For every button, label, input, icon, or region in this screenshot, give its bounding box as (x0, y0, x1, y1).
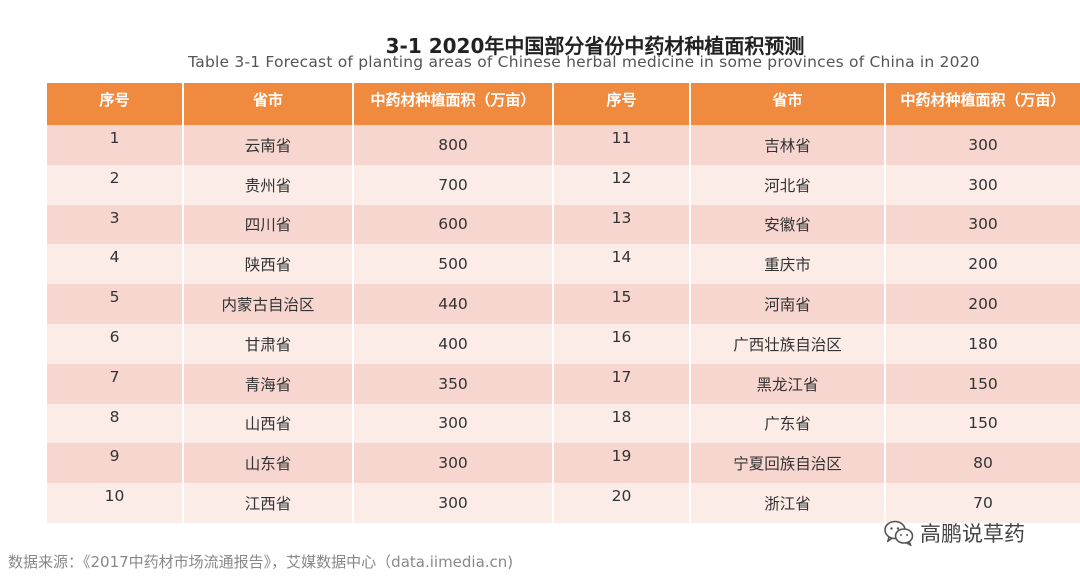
area-cell: 440 (353, 284, 554, 324)
watermark-text: 高鹏说草药 (920, 522, 1025, 546)
table-row: 2 贵州省 700 12 河北省 300 (47, 164, 1080, 205)
province-cell: 四川省 (183, 204, 354, 245)
index-cell: 15 (553, 284, 691, 324)
table-row: 8 山西省 300 18 广东省 150 (47, 403, 1080, 444)
index-cell: 6 (47, 323, 184, 364)
index-cell: 1 (47, 125, 184, 165)
province-cell: 广东省 (690, 403, 886, 444)
header-area-1: 中药材种植面积（万亩） (353, 83, 554, 125)
header-index-2: 序号 (553, 83, 691, 125)
table-title-cn: 3-1 2020年中国部分省份中药材种植面积预测 (385, 34, 805, 58)
index-cell: 14 (553, 244, 691, 285)
forecast-table: 序号 省市 中药材种植面积（万亩） 序号 省市 中药材种植面积（万亩） 1 云南省… (47, 83, 1080, 523)
index-cell: 5 (47, 284, 184, 324)
area-cell: 150 (885, 403, 1080, 444)
province-cell: 内蒙古自治区 (183, 284, 354, 324)
area-cell: 700 (353, 164, 554, 205)
index-cell: 18 (553, 403, 691, 444)
province-cell: 浙江省 (690, 483, 886, 523)
index-cell: 2 (47, 164, 184, 205)
area-cell: 800 (353, 125, 554, 165)
area-cell: 200 (885, 244, 1080, 285)
wechat-watermark: 高鹏说草药 (884, 518, 1025, 548)
area-cell: 350 (353, 363, 554, 404)
province-cell: 甘肃省 (183, 323, 354, 364)
index-cell: 11 (553, 125, 691, 165)
header-area-2: 中药材种植面积（万亩） (885, 83, 1080, 125)
area-cell: 600 (353, 204, 554, 245)
table-row: 1 云南省 800 11 吉林省 300 (47, 125, 1080, 165)
province-cell: 陕西省 (183, 244, 354, 285)
area-cell: 150 (885, 363, 1080, 404)
index-cell: 20 (553, 483, 691, 523)
table-row: 5 内蒙古自治区 440 15 河南省 200 (47, 284, 1080, 324)
area-cell: 300 (885, 125, 1080, 165)
header-province-1: 省市 (183, 83, 354, 125)
index-cell: 13 (553, 204, 691, 245)
index-cell: 8 (47, 403, 184, 444)
table-row: 9 山东省 300 19 宁夏回族自治区 80 (47, 443, 1080, 484)
province-cell: 青海省 (183, 363, 354, 404)
index-cell: 3 (47, 204, 184, 245)
index-cell: 17 (553, 363, 691, 404)
area-cell: 300 (885, 204, 1080, 245)
province-cell: 重庆市 (690, 244, 886, 285)
table-title-en: Table 3-1 Forecast of planting areas of … (188, 53, 980, 71)
area-cell: 300 (885, 164, 1080, 205)
area-cell: 500 (353, 244, 554, 285)
province-cell: 贵州省 (183, 164, 354, 205)
province-cell: 河南省 (690, 284, 886, 324)
index-cell: 10 (47, 483, 184, 523)
table-row: 3 四川省 600 13 安徽省 300 (47, 204, 1080, 245)
province-cell: 江西省 (183, 483, 354, 523)
area-cell: 80 (885, 443, 1080, 484)
area-cell: 200 (885, 284, 1080, 324)
province-cell: 吉林省 (690, 125, 886, 165)
province-cell: 黑龙江省 (690, 363, 886, 404)
province-cell: 宁夏回族自治区 (690, 443, 886, 484)
area-cell: 70 (885, 483, 1080, 523)
table-row: 4 陕西省 500 14 重庆市 200 (47, 244, 1080, 285)
index-cell: 12 (553, 164, 691, 205)
index-cell: 9 (47, 443, 184, 484)
province-cell: 河北省 (690, 164, 886, 205)
province-cell: 山东省 (183, 443, 354, 484)
table-row: 6 甘肃省 400 16 广西壮族自治区 180 (47, 323, 1080, 364)
index-cell: 4 (47, 244, 184, 285)
table-row: 10 江西省 300 20 浙江省 70 (47, 483, 1080, 523)
index-cell: 19 (553, 443, 691, 484)
area-cell: 300 (353, 403, 554, 444)
index-cell: 16 (553, 323, 691, 364)
wechat-icon (884, 520, 914, 546)
header-province-2: 省市 (690, 83, 886, 125)
province-cell: 广西壮族自治区 (690, 323, 886, 364)
area-cell: 300 (353, 443, 554, 484)
area-cell: 400 (353, 323, 554, 364)
header-index-1: 序号 (47, 83, 184, 125)
index-cell: 7 (47, 363, 184, 404)
province-cell: 山西省 (183, 403, 354, 444)
area-cell: 180 (885, 323, 1080, 364)
province-cell: 安徽省 (690, 204, 886, 245)
table-header-row: 序号 省市 中药材种植面积（万亩） 序号 省市 中药材种植面积（万亩） (47, 83, 1080, 125)
province-cell: 云南省 (183, 125, 354, 165)
area-cell: 300 (353, 483, 554, 523)
table-row: 7 青海省 350 17 黑龙江省 150 (47, 363, 1080, 404)
data-source-note: 数据来源：《2017中药材市场流通报告》，艾媒数据中心（data.iimedia… (8, 553, 514, 571)
